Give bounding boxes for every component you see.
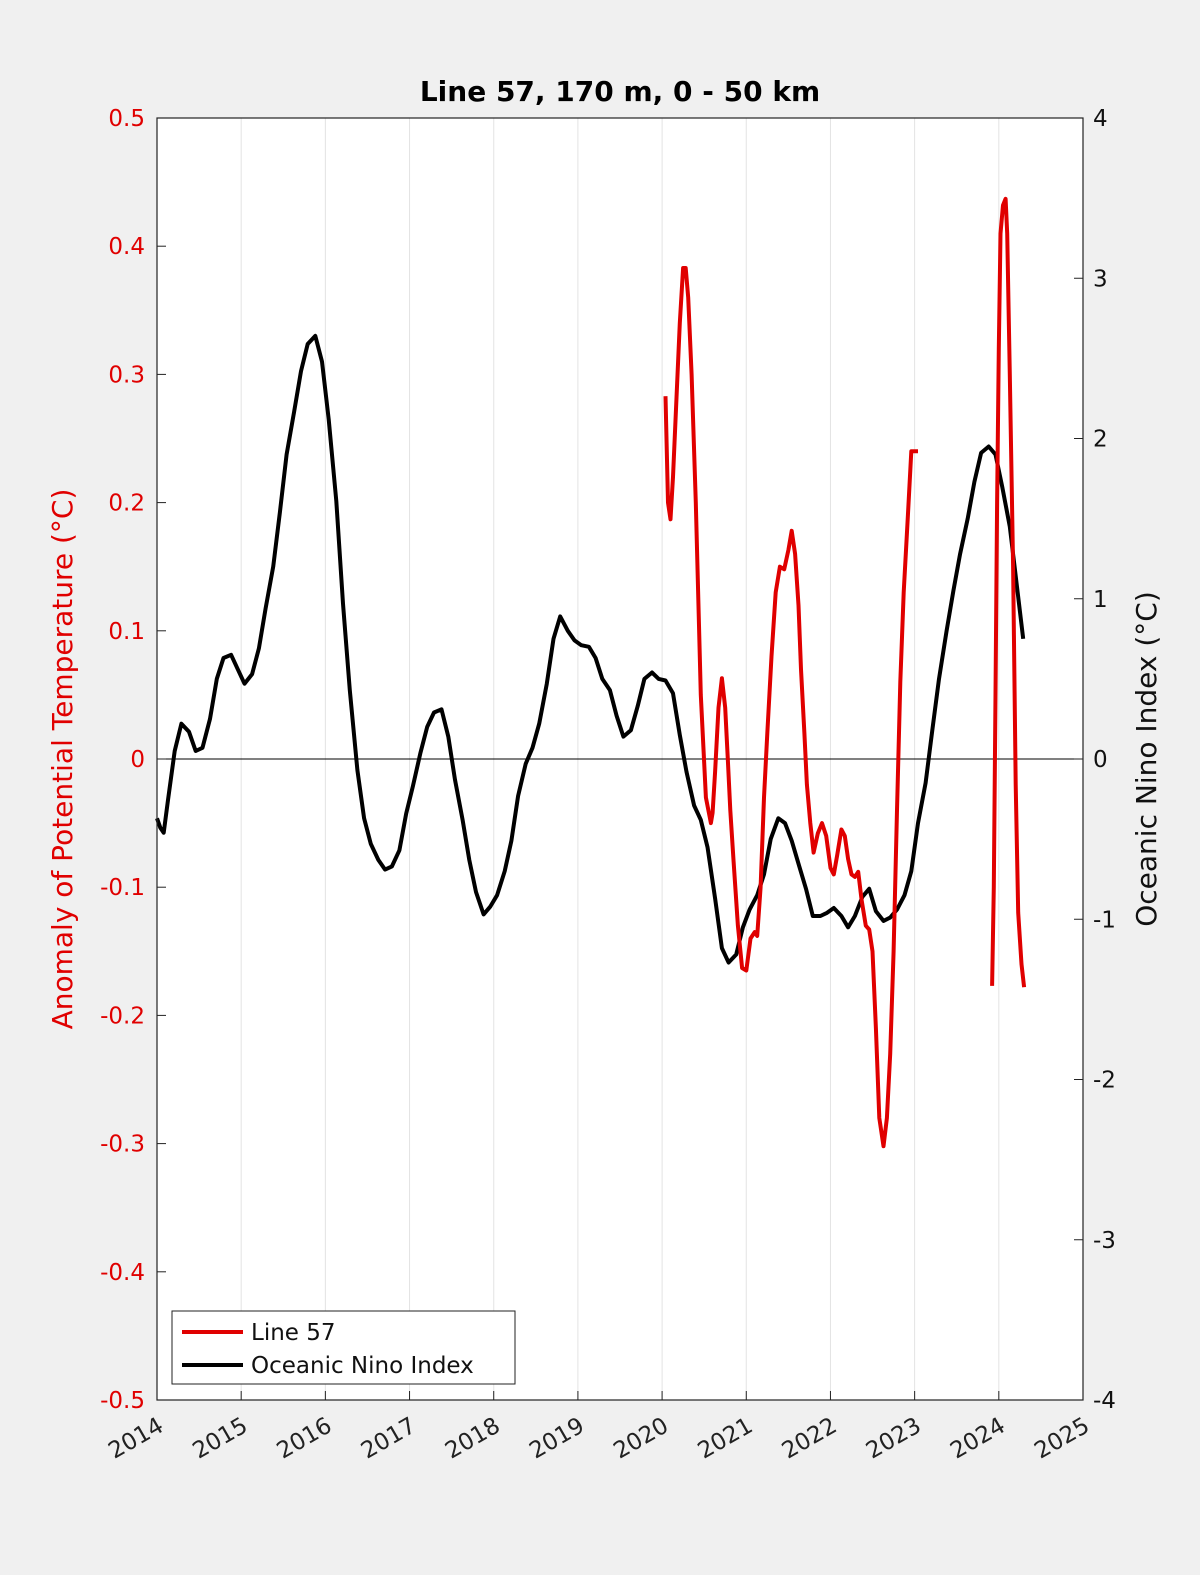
- left-tick-label: -0.4: [100, 1260, 145, 1286]
- series-line-line-57-2024: [990, 196, 1027, 988]
- right-tick-label: -2: [1093, 1068, 1116, 1094]
- left-tick-label: -0.1: [100, 875, 145, 901]
- legend-label-line-57: Line 57: [251, 1320, 336, 1346]
- left-tick-label: 0.1: [108, 619, 145, 645]
- legend-label-oni: Oceanic Nino Index: [251, 1353, 474, 1379]
- legend: Line 57 Oceanic Nino Index: [171, 1310, 516, 1385]
- right-axis-label: Oceanic Nino Index (°C): [1130, 591, 1163, 927]
- legend-box: [171, 1310, 516, 1385]
- right-axis-ticks: 4 3 2 1 0 -1 -2 -3 -4: [1074, 106, 1116, 1414]
- left-tick-label: 0.5: [108, 106, 145, 132]
- left-tick-label: -0.3: [100, 1132, 145, 1158]
- chart-title: Line 57, 170 m, 0 - 50 km: [420, 75, 820, 108]
- series-layer: [155, 196, 1027, 1149]
- left-tick-label: 0.4: [108, 234, 145, 260]
- left-axis-ticks: 0.5 0.4 0.3 0.2 0.1 0 -0.1 -0.2 -0.3 -0.4 -0.5: [100, 106, 166, 1414]
- right-tick-label: 1: [1093, 587, 1108, 613]
- right-tick-label: 4: [1093, 106, 1108, 132]
- left-tick-label: 0.2: [108, 491, 145, 517]
- left-axis-label: Anomaly of Potential Temperature (°C): [46, 489, 79, 1030]
- left-tick-label: 0: [130, 747, 145, 773]
- right-tick-label: -3: [1093, 1228, 1116, 1254]
- right-tick-label: -4: [1093, 1388, 1116, 1414]
- right-tick-label: -1: [1093, 907, 1116, 933]
- series-line-oceanic-nino-index: [155, 333, 1026, 965]
- left-tick-label: -0.5: [100, 1388, 145, 1414]
- left-tick-label: -0.2: [100, 1003, 145, 1029]
- right-tick-label: 2: [1093, 427, 1108, 453]
- right-tick-label: 3: [1093, 266, 1108, 292]
- series-line-line-57: [663, 266, 918, 1149]
- left-tick-label: 0.3: [108, 362, 145, 388]
- right-tick-label: 0: [1093, 747, 1108, 773]
